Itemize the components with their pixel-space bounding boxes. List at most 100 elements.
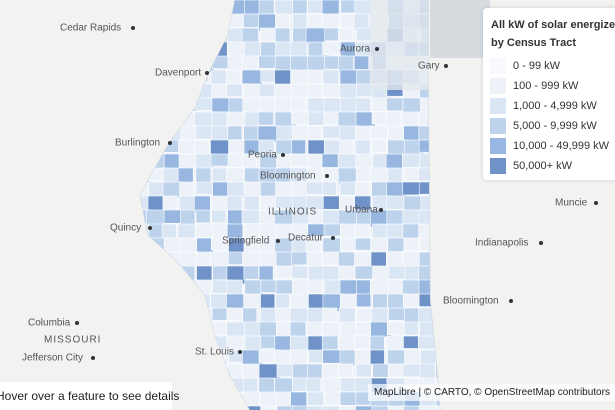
tract xyxy=(402,153,422,168)
legend-title: by Census Tract xyxy=(491,37,576,49)
place-dot xyxy=(168,141,172,145)
tract xyxy=(147,321,170,340)
tract xyxy=(403,125,420,141)
tract xyxy=(434,83,440,101)
tract xyxy=(212,0,228,16)
tract xyxy=(386,97,404,112)
tract xyxy=(140,181,151,197)
tract xyxy=(402,279,421,297)
tract xyxy=(163,111,185,125)
tract xyxy=(210,69,227,87)
tract xyxy=(402,293,421,308)
tract xyxy=(402,223,420,239)
tract xyxy=(147,251,164,266)
tract xyxy=(291,83,310,100)
tract xyxy=(193,139,210,156)
legend-item: 5,000 - 9,999 kW xyxy=(489,116,615,136)
tract xyxy=(178,27,197,44)
tract xyxy=(355,153,373,170)
tract xyxy=(417,335,437,350)
tract xyxy=(355,97,371,113)
tract xyxy=(322,83,341,98)
tract xyxy=(434,265,440,285)
place-dot xyxy=(594,201,598,205)
tract xyxy=(196,13,219,32)
tract xyxy=(419,153,440,169)
tract xyxy=(227,391,242,409)
place-label: Indianapolis xyxy=(475,238,528,249)
tract xyxy=(178,279,199,294)
tract xyxy=(161,97,183,117)
tract xyxy=(195,167,212,184)
tract xyxy=(305,377,321,393)
place-dot xyxy=(331,236,335,240)
tract xyxy=(419,237,439,252)
tract xyxy=(226,41,246,58)
tract xyxy=(322,125,341,139)
tract xyxy=(386,195,406,210)
tract xyxy=(290,97,306,113)
tract xyxy=(387,349,407,366)
tract xyxy=(226,307,244,321)
tract xyxy=(163,0,184,17)
tract xyxy=(323,195,341,210)
tract xyxy=(179,405,200,410)
tract xyxy=(178,307,197,325)
tract xyxy=(321,335,339,350)
tract xyxy=(140,69,151,89)
legend-label: 50,000+ kW xyxy=(513,160,573,172)
tract xyxy=(372,293,388,309)
tract xyxy=(338,405,358,410)
tract xyxy=(210,27,231,44)
tract xyxy=(258,111,274,126)
tract xyxy=(370,237,389,255)
tract xyxy=(419,363,436,381)
tract xyxy=(178,363,200,382)
tract xyxy=(147,97,167,115)
tract xyxy=(434,237,440,251)
tract xyxy=(276,405,297,410)
tract xyxy=(210,139,229,157)
tract xyxy=(193,0,214,16)
tract xyxy=(308,111,327,126)
place-dot xyxy=(91,356,95,360)
tract xyxy=(162,195,178,212)
tract xyxy=(243,265,259,280)
tract xyxy=(210,13,226,28)
tract xyxy=(434,125,440,140)
tract xyxy=(324,27,340,42)
tract xyxy=(179,321,201,340)
tract xyxy=(435,335,440,350)
tract xyxy=(241,27,259,44)
place-dot xyxy=(75,321,79,325)
tract xyxy=(180,391,202,407)
tract xyxy=(258,83,277,98)
tract xyxy=(370,125,388,139)
tract xyxy=(372,97,388,112)
legend-swatch xyxy=(489,157,507,175)
tract xyxy=(140,363,152,382)
tract xyxy=(226,405,246,410)
tract xyxy=(178,139,196,155)
tract xyxy=(226,195,243,211)
tract xyxy=(290,349,308,365)
tract xyxy=(306,251,324,268)
place-dot xyxy=(238,350,242,354)
tract xyxy=(292,405,310,410)
place-label: Davenport xyxy=(155,68,201,79)
tract xyxy=(146,209,166,225)
tract xyxy=(163,363,182,379)
tract xyxy=(225,13,246,28)
tract xyxy=(140,265,149,283)
tract xyxy=(436,349,440,364)
tract xyxy=(196,391,217,408)
tract xyxy=(418,405,440,410)
state-label: MISSOURI xyxy=(44,335,101,346)
place-dot xyxy=(444,64,448,68)
tract xyxy=(355,237,371,251)
tract xyxy=(308,83,326,99)
tract xyxy=(307,153,323,170)
tract xyxy=(195,209,211,224)
tract xyxy=(164,335,186,353)
tract xyxy=(194,363,215,378)
